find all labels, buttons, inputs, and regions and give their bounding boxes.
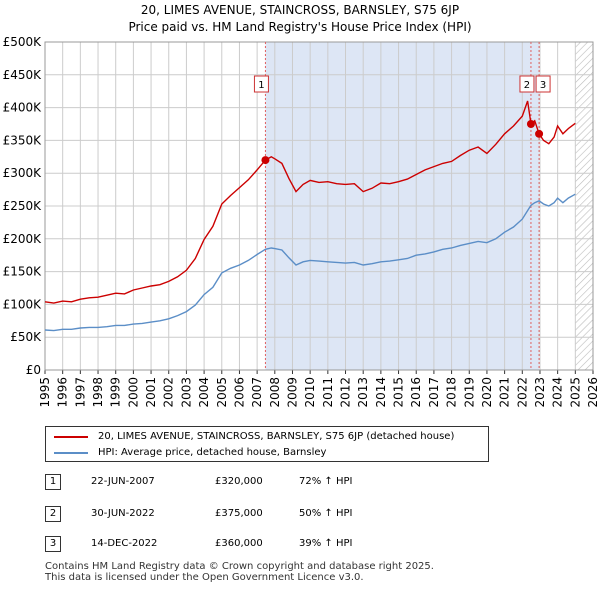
y-tick-label: £50K [10,330,42,344]
x-tick-label: 2018 [445,377,459,408]
x-tick-label: 2008 [268,377,282,408]
table-row: 3 14-DEC-2022 £360,000 39% ↑ HPI [45,536,465,558]
transaction-label-number: 2 [524,80,530,91]
property-price-line [44,100,576,304]
transaction-price: £360,000 [215,538,263,549]
x-tick-label: 2023 [533,377,547,408]
x-tick-label: 2026 [586,377,600,408]
x-tick-label: 2019 [462,377,476,408]
transaction-label-number: 3 [540,80,546,91]
x-tick-label: 2005 [215,377,229,408]
legend-label-hpi: HPI: Average price, detached house, Barn… [98,447,327,458]
x-tick-label: 1995 [38,377,52,408]
chart-legend: 20, LIMES AVENUE, STAINCROSS, BARNSLEY, … [45,426,489,462]
transaction-label-box [519,75,535,93]
x-tick-label: 2007 [250,377,264,408]
transaction-hpi-diff: 39% ↑ HPI [299,538,353,549]
x-tick-label: 2020 [480,377,494,408]
transaction-price: £375,000 [215,508,263,519]
table-row: 2 30-JUN-2022 £375,000 50% ↑ HPI [45,506,465,528]
y-tick-label: £200K [3,232,43,246]
x-tick-label: 2014 [374,377,388,408]
x-tick-label: 2004 [197,377,211,408]
y-tick-label: £150K [3,265,43,279]
x-tick-label: 1999 [109,377,123,408]
chart-title-line1: 20, LIMES AVENUE, STAINCROSS, BARNSLEY, … [140,3,460,17]
x-tick-label: 2025 [568,377,582,408]
x-tick-label: 2021 [498,377,512,408]
x-tick-label: 2010 [303,377,317,408]
x-tick-label: 1997 [73,377,87,408]
x-tick-label: 2017 [427,377,441,408]
transaction-date: 14-DEC-2022 [91,538,158,549]
x-tick-label: 2012 [339,377,353,408]
price-chart: £0 £50K £100K £150K £200K £250K £300K £350K £400… [3,35,600,408]
legend-swatch-hpi [54,452,88,454]
x-tick-label: 2001 [144,377,158,408]
x-tick-label: 2011 [321,377,335,408]
x-tick-label: 2022 [515,377,529,408]
plot-border [44,41,594,371]
y-tick-label: £0 [26,363,41,377]
x-tick-label: 1996 [56,377,70,408]
transaction-number: 1 [45,474,61,490]
footer: Contains HM Land Registry data © Crown c… [45,561,434,583]
x-tick-label: 2003 [179,377,193,408]
transaction-point [535,129,544,138]
x-tick-label: 2009 [285,377,299,408]
transaction-number: 2 [45,506,61,522]
hpi-line [44,193,576,332]
transaction-price: £320,000 [215,476,263,487]
legend-item-property: 20, LIMES AVENUE, STAINCROSS, BARNSLEY, … [54,430,454,444]
transaction-point [261,156,270,165]
transaction-hpi-diff: 50% ↑ HPI [299,508,353,519]
y-tick-label: £450K [3,68,43,82]
y-tick-label: £100K [3,297,43,311]
transaction-date: 30-JUN-2022 [91,508,155,519]
legend-label-property: 20, LIMES AVENUE, STAINCROSS, BARNSLEY, … [98,431,455,442]
x-tick-label: 2024 [551,377,565,408]
legend-item-hpi: HPI: Average price, detached house, Barn… [54,446,326,460]
legend-swatch-property [54,436,88,438]
x-tick-label: 2016 [409,377,423,408]
y-tick-label: £350K [3,133,43,147]
x-tick-label: 2002 [162,377,176,408]
x-tick-label: 2006 [232,377,246,408]
footer-copyright: Contains HM Land Registry data © Crown c… [45,561,434,572]
transaction-label-box [253,75,269,93]
transaction-date: 22-JUN-2007 [91,476,155,487]
x-tick-label: 2000 [126,377,140,408]
chart-title-line2: Price paid vs. HM Land Registry's House … [128,20,472,34]
transaction-point [526,120,535,128]
x-tick-label: 2013 [356,377,370,408]
transaction-number: 3 [45,536,61,552]
footer-licence: This data is licensed under the Open Gov… [45,572,364,583]
y-tick-label: £300K [3,166,43,180]
y-tick-label: £500K [3,35,43,49]
transaction-label-box [535,75,551,93]
x-tick-label: 1998 [91,377,105,408]
y-tick-label: £400K [3,101,43,115]
y-tick-label: £250K [3,199,43,213]
transaction-label-number: 1 [258,80,264,91]
transaction-hpi-diff: 72% ↑ HPI [299,476,353,487]
x-tick-label: 2015 [392,377,406,408]
table-row: 1 22-JUN-2007 £320,000 72% ↑ HPI [45,474,465,496]
